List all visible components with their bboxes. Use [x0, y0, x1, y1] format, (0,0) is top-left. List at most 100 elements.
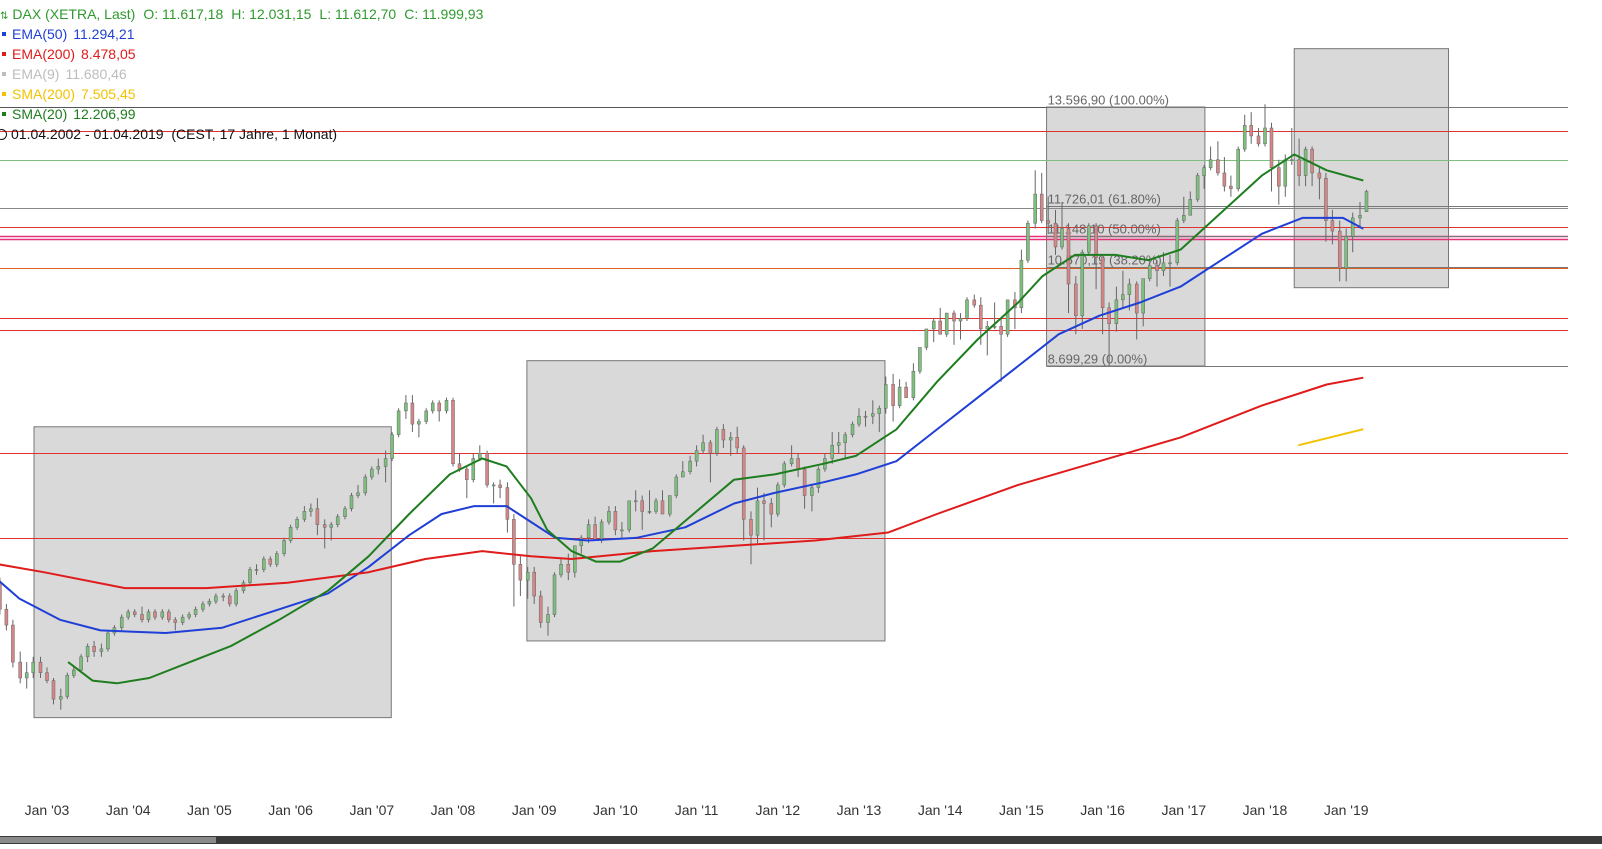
candle-body-124	[816, 468, 821, 488]
candle-body-76	[491, 484, 496, 487]
candle-body-78	[505, 487, 510, 520]
legend-ema50[interactable]: EMA(50) 11.294,21	[0, 24, 491, 44]
candle-body-181	[1202, 167, 1206, 176]
candle-body-83	[538, 595, 543, 623]
candle-body-205	[1364, 191, 1369, 212]
candle-body-126	[830, 445, 834, 459]
candle-body-99	[647, 511, 652, 513]
candle-body-43	[268, 558, 273, 565]
candle-body-200	[1330, 220, 1335, 232]
candle-body-60	[383, 458, 388, 467]
candle-body-122	[802, 468, 807, 496]
ema50-label: EMA(50)	[12, 26, 68, 42]
x-axis: Jan '03 Jan '04 Jan '05 Jan '06 Jan '07 Jan '…	[25, 802, 1369, 818]
candle-body-47	[295, 519, 299, 528]
fibonacci-retracement: 13.596,90 (100.00%) 11.726,01 (61.80%) 11.…	[1046, 93, 1568, 367]
fib-label-4: 10.570,19 (38.20%)	[1048, 253, 1162, 268]
x-tick-label: Jan '16	[1080, 802, 1125, 818]
series-line-ema200	[0, 376, 1364, 590]
candle-body-161	[1066, 228, 1071, 285]
candle-body-3	[0, 582, 2, 610]
candle-body-166	[1100, 257, 1105, 309]
candle-body-189	[1256, 135, 1261, 145]
sma200-value: 7.505,45	[81, 86, 136, 102]
candle-body-34	[207, 601, 212, 605]
candle-body-165	[1094, 225, 1098, 258]
legend-sma200[interactable]: SMA(200) 7.505,45	[0, 84, 491, 104]
candle-body-197	[1310, 148, 1314, 174]
candle-body-163	[1080, 252, 1085, 316]
candle-body-120	[789, 458, 794, 465]
candle-body-105	[688, 460, 692, 472]
candle-body-106	[694, 450, 699, 462]
candle-body-26	[153, 611, 157, 618]
candle-body-68	[437, 402, 441, 412]
candle-body-182	[1208, 159, 1213, 168]
candle-body-82	[532, 571, 536, 597]
x-tick-label: Jan '15	[999, 802, 1044, 818]
period-range: 01.04.2002 - 01.04.2019	[11, 126, 164, 142]
candle-body-188	[1249, 125, 1253, 137]
candle-body-23	[132, 611, 137, 615]
candle-body-35	[214, 595, 218, 602]
horizontal-scrollbar[interactable]	[0, 836, 1602, 844]
candle-body-11	[51, 680, 56, 700]
candle-body-81	[525, 571, 530, 581]
ema200-swatch	[2, 52, 6, 57]
candle-body-32	[193, 608, 198, 615]
candle-body-103	[674, 476, 679, 496]
series-line-sma20	[67, 153, 1364, 685]
legend-ema200[interactable]: EMA(200) 8.478,05	[0, 44, 491, 64]
candle-body-196	[1303, 148, 1308, 176]
candle-body-72	[465, 468, 469, 480]
candle-body-77	[498, 484, 502, 488]
candle-body-87	[566, 564, 571, 573]
candle-body-168	[1114, 299, 1119, 324]
candle-body-164	[1087, 225, 1091, 253]
candle-body-151	[999, 326, 1003, 335]
clock-icon	[0, 129, 7, 141]
candle-body-187	[1242, 125, 1247, 150]
candle-body-190	[1263, 127, 1267, 145]
candle-body-54	[343, 508, 347, 517]
candle-body-178	[1182, 214, 1186, 221]
candle-body-152	[1005, 299, 1010, 335]
candle-body-140	[924, 328, 929, 348]
legend-ema9[interactable]: EMA(9) 11.680,46	[0, 64, 491, 84]
up-icon: ⇅	[0, 11, 9, 22]
candle-body-6	[18, 661, 22, 679]
candle-body-48	[302, 511, 307, 520]
candle-body-186	[1236, 148, 1240, 190]
candle-body-57	[363, 476, 368, 494]
high-value: H: 12.031,15	[231, 6, 312, 22]
legend-sma20[interactable]: SMA(20) 12.206,99	[0, 104, 491, 124]
candle-body-53	[335, 516, 340, 525]
candle-body-15	[79, 656, 83, 671]
candle-body-101	[660, 500, 665, 515]
candle-body-149	[985, 326, 990, 330]
candle-body-128	[843, 434, 847, 443]
candle-body-159	[1053, 222, 1058, 248]
candle-body-171	[1134, 283, 1139, 314]
candle-body-184	[1222, 172, 1227, 187]
series-line-sma200	[1298, 428, 1364, 447]
candle-body-146	[965, 299, 969, 319]
candle-body-64	[410, 402, 415, 425]
indicator-lines	[0, 153, 1364, 685]
candle-body-195	[1297, 159, 1301, 176]
candle-body-61	[390, 434, 394, 459]
candle-body-112	[735, 437, 739, 449]
candle-body-86	[559, 564, 563, 576]
candle-body-92	[599, 521, 604, 541]
candle-body-167	[1107, 307, 1111, 324]
ema200-label: EMA(200)	[12, 46, 76, 62]
candle-body-135	[891, 384, 895, 406]
period-detail: (CEST, 17 Jahre, 1 Monat)	[171, 126, 338, 142]
candle-body-75	[485, 452, 489, 486]
scrollbar-thumb[interactable]	[0, 837, 216, 843]
candle-body-108	[708, 442, 713, 454]
fib-label-2: 11.726,01 (61.80%)	[1048, 192, 1161, 207]
x-tick-label: Jan '03	[25, 802, 70, 818]
